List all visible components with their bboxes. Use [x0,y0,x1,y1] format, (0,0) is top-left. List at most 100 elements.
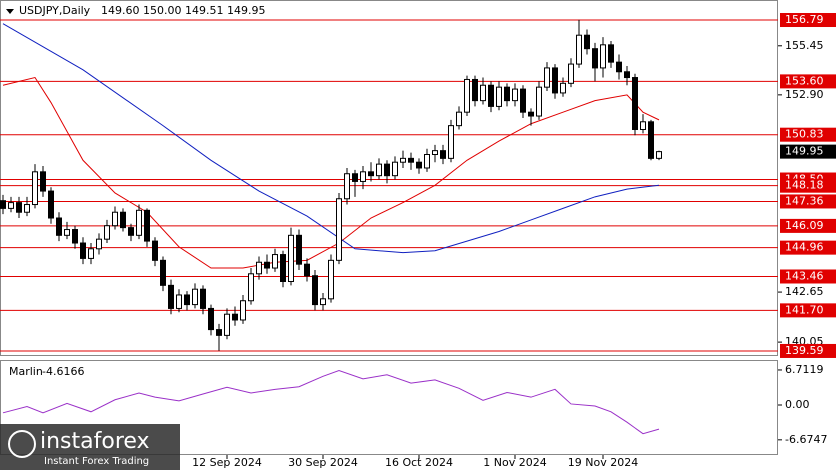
candle-body [480,84,486,102]
candle-body [424,154,430,169]
x-tick-label: 1 Nov 2024 [483,456,546,469]
candle-body [336,198,342,261]
candle-body [384,163,390,177]
main-layer: 155.45152.90142.65140.056.71190.00-6.674… [0,19,827,469]
candle-body [512,88,518,102]
level-label-box [780,240,836,255]
candle-body [536,86,542,117]
level-label-box [780,127,836,142]
candle-body [608,44,614,63]
indicator-line [2,370,660,435]
candle-body [328,259,334,300]
candle-body [208,307,214,331]
level-label: 150.83 [785,128,824,141]
candle-body [184,294,190,306]
candle-body [240,300,246,321]
candle-body [368,171,374,177]
candle-body [16,202,22,213]
x-tick-label: 30 Sep 2024 [288,456,358,469]
candle-body [256,261,262,275]
candle-body [136,209,142,236]
candle-body [192,288,198,306]
candle-body [32,171,38,206]
level-label-box [780,194,836,209]
header-value: 149.95 [227,4,266,17]
candle-body [528,111,534,117]
header-value: 149.51 [185,4,224,17]
candle-body [232,313,238,321]
y-tick-label: -6.6747 [785,433,827,446]
candle-body [320,298,326,306]
symbol-title: USDJPY,Daily [19,4,91,17]
watermark-box [0,424,180,470]
level-label: 141.70 [785,303,824,316]
level-label-box [780,218,836,233]
candle-body [400,157,406,163]
candle-body [616,61,622,73]
candle-body [568,63,574,84]
candle-body [560,82,566,94]
candle-body [224,313,230,336]
watermark-logo [8,430,36,458]
level-label: 143.46 [785,269,824,282]
y-tick-label: 152.90 [785,88,824,101]
candle-body [304,263,310,277]
candle-body [376,163,382,177]
candle-body [168,284,174,309]
candle-body [88,248,94,259]
level-label: 153.60 [785,74,824,87]
candle-body [416,161,422,169]
candle-body [200,288,206,309]
y-tick-label: 0.00 [785,398,810,411]
candle-body [432,150,438,156]
candle-body [520,88,526,113]
candle-body [456,111,462,127]
candle-body [248,273,254,302]
y-tick-label: 6.7119 [785,363,824,376]
candle-body [552,67,558,94]
indicator-value: -4.6166 [42,365,84,378]
x-tick-label: 16 Oct 2024 [385,456,453,469]
candle-body [472,78,478,102]
candle-body [648,121,654,159]
candle-body [408,157,414,163]
candle-body [160,259,166,286]
y-tick-label: 155.45 [785,39,824,52]
candle-body [352,173,358,182]
level-label-box [780,343,836,358]
candle-body [656,151,662,159]
candle-body [592,48,598,69]
indicator-panel [0,360,778,455]
candle-body [120,211,126,229]
menu-arrow [6,9,14,14]
candle-body [40,171,46,192]
candle-body [64,229,70,236]
x-tick-label: 19 Nov 2024 [568,456,638,469]
level-label-box [780,178,836,193]
current-price-box [780,144,836,159]
candle-body [488,84,494,107]
x-tick-label: 12 Sep 2024 [192,456,262,469]
candle-body [440,150,446,159]
candle-body [144,209,150,242]
overlay-layer: USDJPY,Daily Marlin instaforex Instant F… [0,4,836,470]
candle-body [0,200,6,209]
candle-body [392,161,398,177]
indicator-title: Marlin [9,365,43,378]
candle-body [24,204,30,213]
moving-average [2,23,660,254]
candle-body [176,294,182,309]
candle-body [128,227,134,236]
candle-body [8,202,14,209]
candle-body [344,173,350,200]
candle-body [80,242,86,259]
candle-body [272,254,278,269]
watermark-name: instaforex [40,429,150,454]
candle-body [72,229,78,244]
candle-body [360,171,366,182]
candle-body [464,78,470,113]
candle-body [624,71,630,79]
candle-body [96,238,102,250]
